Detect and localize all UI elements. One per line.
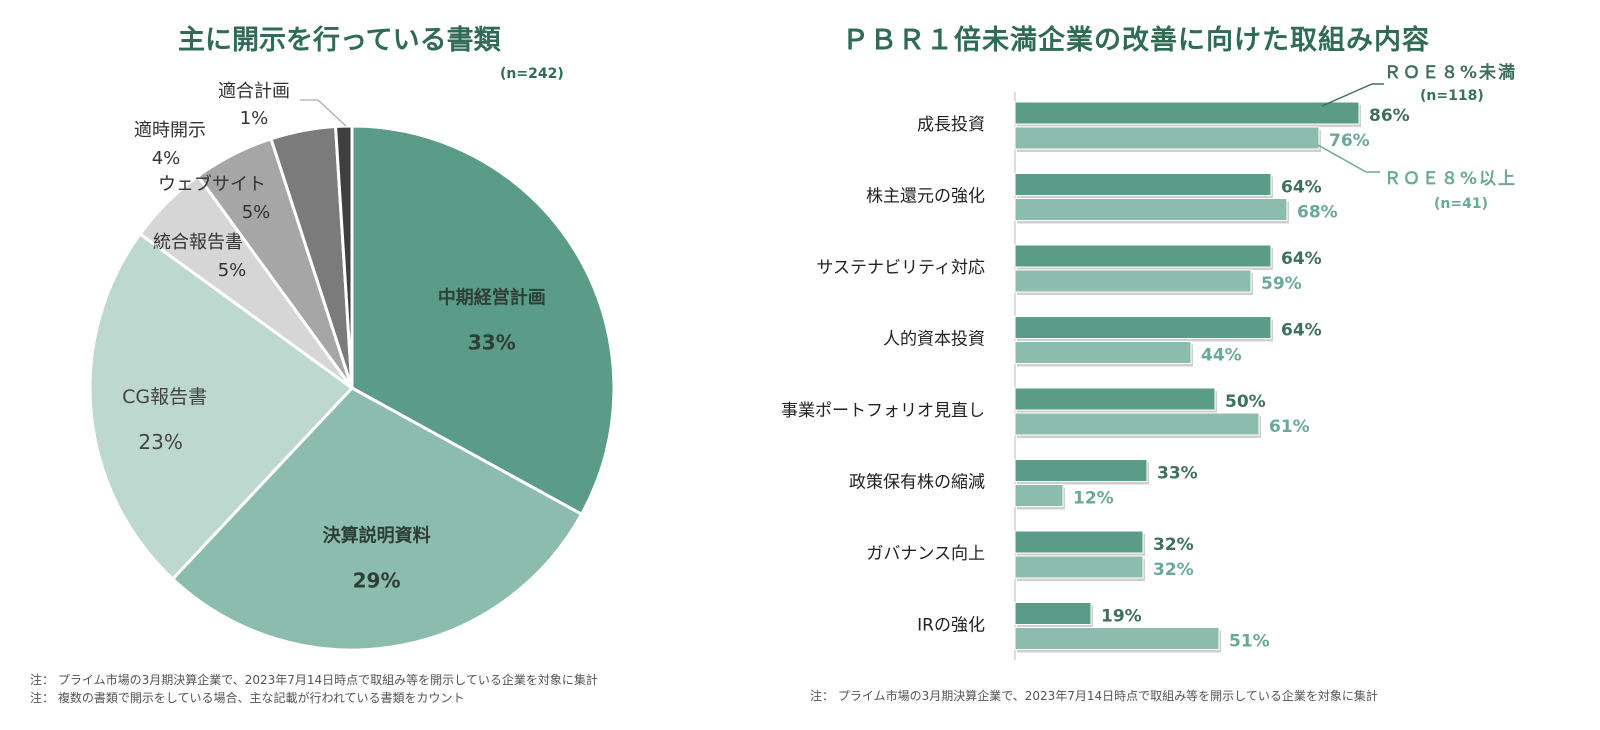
bar-chart-title: ＰＢＲ１倍未満企業の改善に向けた取組み内容 <box>842 25 1430 56</box>
bar-note: 注： プライム市場の3月期決算企業で、2023年7月14日時点で取組み等を開示し… <box>810 689 1378 703</box>
bar-value-label: 64% <box>1281 321 1322 341</box>
pie-category-label: 決算説明資料 <box>323 524 431 546</box>
bar <box>1014 198 1288 221</box>
bar <box>1014 101 1360 125</box>
bar <box>1014 126 1320 150</box>
bar-value-label: 59% <box>1261 274 1302 294</box>
pie-category-label: 中期経営計画 <box>438 286 546 308</box>
legend-series1-name: ＲＯＥ８%未満 <box>1384 63 1518 83</box>
bar-value-label: 19% <box>1101 607 1142 627</box>
pie-category-label: 適合計画 <box>218 81 290 102</box>
pie-note-1: 注： プライム市場の3月期決算企業で、2023年7月14日時点で取組み等を開示し… <box>30 673 598 687</box>
bar-value-label: 12% <box>1073 489 1114 509</box>
pie-percent-label: 33% <box>468 330 516 354</box>
pie-chart-title: 主に開示を行っている書類 <box>178 25 501 56</box>
bar <box>1014 459 1148 482</box>
pie-percent-label: 1% <box>240 108 269 129</box>
pie-percent-label: 5% <box>242 202 271 223</box>
legend-series1-n: (n=118) <box>1420 88 1484 104</box>
pie-category-label: 適時開示 <box>134 120 206 141</box>
bar-value-label: 64% <box>1281 178 1322 198</box>
bar <box>1014 244 1272 268</box>
legend-series2-n: (n=41) <box>1434 196 1488 212</box>
pie-percent-label: 5% <box>218 260 247 281</box>
pie-percent-label: 4% <box>152 148 181 169</box>
legend-leader-series1 <box>1321 83 1384 107</box>
legend-series2-name: ＲＯＥ８%以上 <box>1384 169 1518 189</box>
bar-value-label: 86% <box>1369 106 1410 126</box>
bar-category-label: 人的資本投資 <box>883 330 985 350</box>
bar-value-label: 68% <box>1297 203 1338 223</box>
bar-value-label: 50% <box>1225 392 1266 412</box>
bar-value-label: 33% <box>1157 464 1198 484</box>
bar-category-label: 株主還元の強化 <box>866 187 985 207</box>
bar-value-label: 76% <box>1329 131 1370 151</box>
bar-value-label: 64% <box>1281 249 1322 269</box>
bar <box>1014 484 1064 507</box>
bar <box>1014 173 1272 196</box>
bar <box>1014 530 1144 554</box>
bar <box>1014 387 1216 411</box>
pie-slice <box>333 124 354 389</box>
pie-slice <box>350 124 616 517</box>
pie-note-2: 注： 複数の書類で開示をしている場合、主な記載が行われている書類をカウント <box>30 691 465 705</box>
bar-value-label: 51% <box>1229 632 1270 652</box>
pie-leader-line <box>300 99 347 127</box>
pie-category-label: CG報告書 <box>122 386 207 408</box>
bar-value-label: 32% <box>1153 560 1194 580</box>
bar-category-label: ガバナンス向上 <box>866 544 985 564</box>
pie-slice <box>88 231 355 582</box>
bar <box>1014 602 1092 625</box>
bar <box>1014 627 1220 650</box>
bar-category-label: 事業ポートフォリオ見直し <box>781 401 985 421</box>
pie-category-label: 統合報告書 <box>153 232 243 253</box>
pie-percent-label: 29% <box>353 568 401 592</box>
bar <box>1014 412 1260 436</box>
bar <box>1014 316 1272 339</box>
bar-category-label: IRの強化 <box>917 616 985 636</box>
pie-category-label: ウェブサイト <box>158 173 266 195</box>
bar <box>1014 341 1192 364</box>
bar <box>1014 269 1252 293</box>
bar-value-label: 32% <box>1153 535 1194 555</box>
legend-leader-series2 <box>1317 144 1380 173</box>
bar-value-label: 61% <box>1269 417 1310 437</box>
bar-category-label: 政策保有株の縮減 <box>849 473 985 493</box>
pie-chart-n: (n=242) <box>500 66 564 82</box>
bar-category-label: サステナビリティ対応 <box>816 258 985 278</box>
bar-category-label: 成長投資 <box>917 115 985 135</box>
pie-percent-label: 23% <box>138 430 182 454</box>
pie-slice <box>170 386 584 652</box>
bar-value-label: 44% <box>1201 346 1242 366</box>
bar <box>1014 555 1144 579</box>
